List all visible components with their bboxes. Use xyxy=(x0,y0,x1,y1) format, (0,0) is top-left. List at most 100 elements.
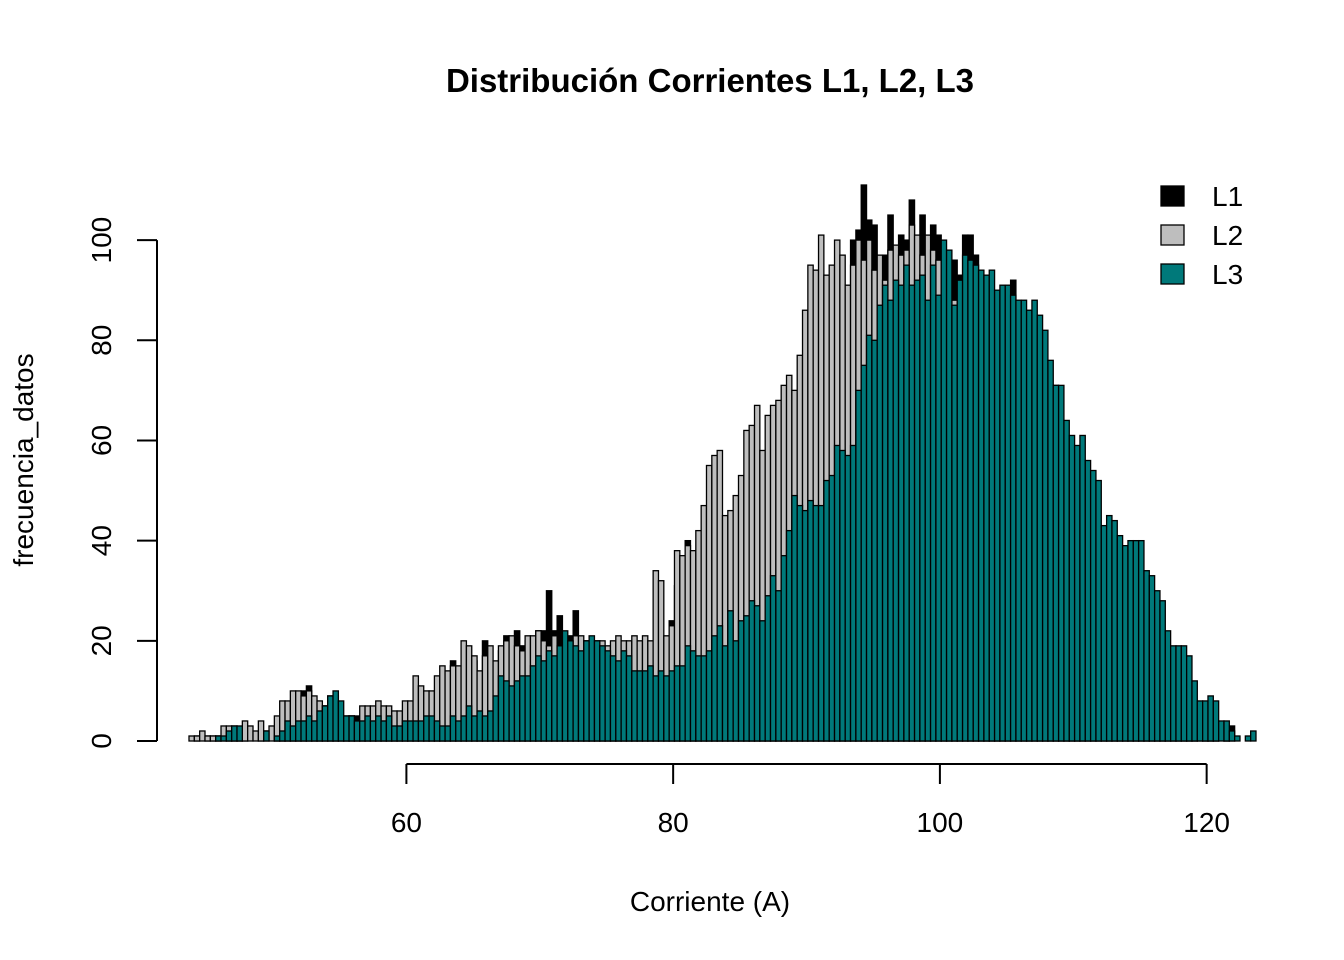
bar-l3 xyxy=(1068,434,1076,742)
legend: L1 L2 L3 xyxy=(1160,181,1243,290)
bar-l3 xyxy=(535,655,542,742)
bar-l3 xyxy=(332,690,340,742)
bar-l3 xyxy=(732,640,740,742)
bar-l3 xyxy=(375,715,382,742)
bar-l3 xyxy=(412,720,420,742)
bar-l3 xyxy=(615,660,622,742)
bar-l3 xyxy=(716,625,724,742)
bar-l3 xyxy=(279,730,286,742)
bar-l3 xyxy=(1212,700,1220,742)
y-tick-label: 100 xyxy=(86,217,117,264)
bar-l3 xyxy=(625,655,633,742)
legend-swatch-l1 xyxy=(1160,185,1185,207)
y-tick-label: 60 xyxy=(86,425,117,456)
bar-l3 xyxy=(273,735,281,742)
bar-l3 xyxy=(289,725,297,742)
bar-l3 xyxy=(897,284,905,742)
bar-l3 xyxy=(588,635,596,742)
bar-l3 xyxy=(1100,524,1108,742)
bar-l3 xyxy=(449,715,457,742)
bar-l3 xyxy=(391,725,398,742)
bar-l3 xyxy=(1052,384,1060,742)
bar-l3 xyxy=(785,529,793,742)
bar-l3 xyxy=(796,504,804,742)
bar-l3 xyxy=(1143,570,1150,742)
bar-l3 xyxy=(1191,680,1198,742)
bar-l3 xyxy=(913,279,921,742)
series-l3 xyxy=(215,239,1257,742)
bar-l3 xyxy=(1095,479,1102,742)
bar-l3 xyxy=(348,715,356,742)
y-tick-label: 80 xyxy=(86,325,117,356)
bar-l3 xyxy=(1175,645,1182,742)
bar-l3 xyxy=(1244,735,1252,742)
bar-l3 xyxy=(465,705,473,742)
bar-l3 xyxy=(972,264,980,742)
bar-l3 xyxy=(753,605,761,742)
bar-l3 xyxy=(1015,299,1022,742)
bar-l2 xyxy=(204,735,211,742)
bar-l3 xyxy=(1116,534,1124,742)
bar-l3 xyxy=(839,449,846,742)
bar-l3 xyxy=(497,675,505,742)
bar-l2 xyxy=(247,725,254,742)
bar-l3 xyxy=(407,720,414,742)
bar-l3 xyxy=(444,725,452,742)
bar-l3 xyxy=(759,620,766,742)
bar-l3 xyxy=(1164,630,1172,742)
legend-label-l1: L1 xyxy=(1212,181,1243,212)
bar-l3 xyxy=(1047,359,1054,742)
bar-l3 xyxy=(604,650,612,742)
bar-l3 xyxy=(487,710,494,742)
bar-l3 xyxy=(1196,700,1204,742)
bar-l3 xyxy=(609,655,617,742)
bar-l3 xyxy=(476,710,484,742)
bar-l3 xyxy=(865,334,873,742)
bar-l3 xyxy=(417,720,425,742)
bar-l3 xyxy=(935,294,942,742)
bar-l3 xyxy=(876,304,884,742)
x-axis-label: Corriente (A) xyxy=(630,886,790,917)
bar-l3 xyxy=(519,675,526,742)
bar-l2 xyxy=(199,730,206,742)
bar-l3 xyxy=(396,725,404,742)
bar-l3 xyxy=(353,720,361,742)
bar-l3 xyxy=(849,444,857,742)
bar-l3 xyxy=(812,504,820,742)
bar-l3 xyxy=(385,715,393,742)
bar-l3 xyxy=(481,715,489,742)
bar-l3 xyxy=(983,274,990,742)
bar-l3 xyxy=(1228,730,1236,742)
bar-l3 xyxy=(892,279,900,742)
bar-l3 xyxy=(1063,419,1070,742)
bar-l3 xyxy=(1025,309,1033,742)
bar-l2 xyxy=(252,730,260,742)
x-tick-label: 120 xyxy=(1183,807,1230,838)
bar-l3 xyxy=(1111,519,1118,742)
bar-l3 xyxy=(956,279,964,742)
bar-l3 xyxy=(316,710,324,742)
bar-l3 xyxy=(236,725,243,742)
bar-l3 xyxy=(652,675,660,742)
bar-l3 xyxy=(455,720,462,742)
bar-l3 xyxy=(817,504,825,742)
bar-l3 xyxy=(663,675,670,742)
bar-l2 xyxy=(241,720,249,742)
bar-l3 xyxy=(231,725,238,742)
bar-l3 xyxy=(769,575,777,742)
bar-l3 xyxy=(583,640,590,742)
bar-l3 xyxy=(1004,284,1012,742)
bar-l3 xyxy=(993,289,1001,742)
bar-l3 xyxy=(961,254,969,742)
bar-l3 xyxy=(940,239,948,742)
bar-l3 xyxy=(1180,645,1188,742)
bar-l3 xyxy=(1148,575,1156,742)
bar-l3 xyxy=(1073,444,1081,742)
bar-l3 xyxy=(828,474,836,742)
bar-l3 xyxy=(679,665,686,742)
bar-l3 xyxy=(919,274,926,742)
bar-l3 xyxy=(673,665,681,742)
bar-l3 xyxy=(1137,539,1145,742)
bar-l3 xyxy=(737,620,745,742)
y-tick-label: 0 xyxy=(86,733,117,749)
